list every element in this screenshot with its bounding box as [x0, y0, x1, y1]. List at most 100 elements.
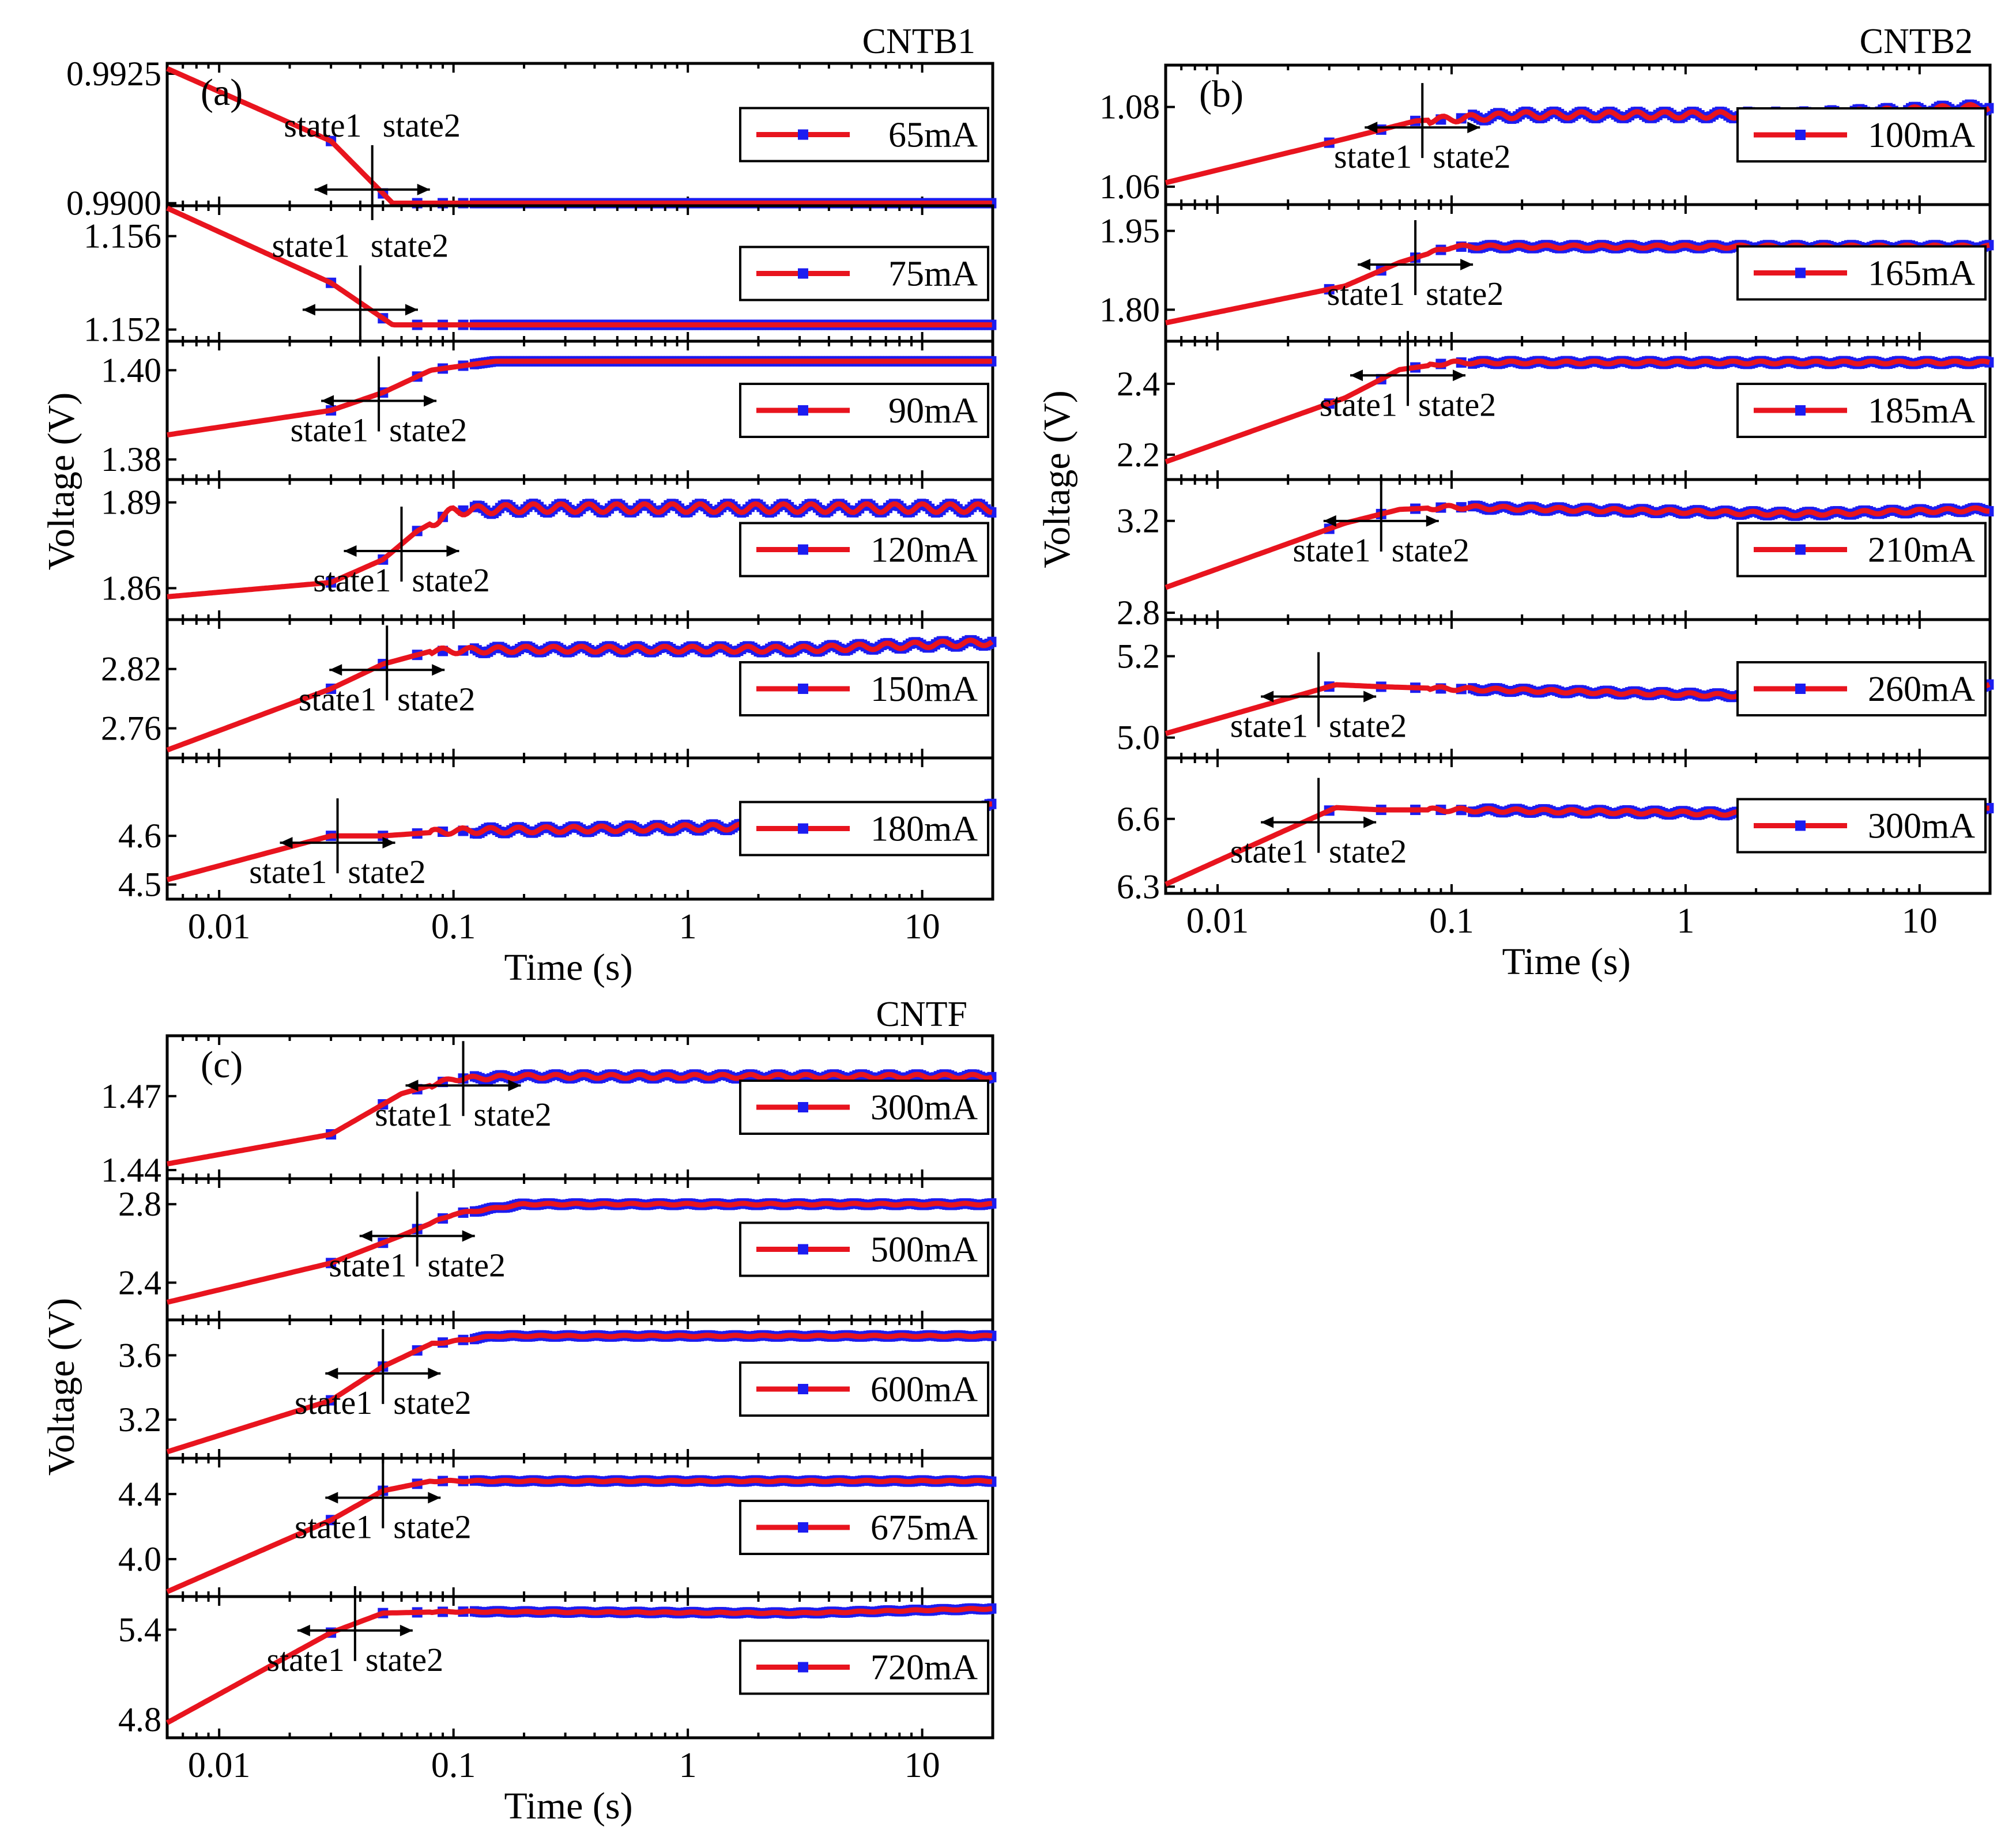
y-tick-label: 1.80 — [1099, 290, 1160, 329]
state2-label: state2 — [1392, 531, 1469, 569]
panel-cntb1: CNTB1 Voltage (V) Time (s) 0.01 0.1 1 10 0.9925… — [40, 22, 997, 988]
legend: 120mA — [739, 522, 989, 578]
state2-label: state2 — [383, 107, 461, 144]
state2-label: state2 — [389, 412, 467, 449]
legend-label: 185mA — [1868, 391, 1975, 431]
state-transition-marker: state1 state2 — [1230, 652, 1407, 745]
subplot-720mA: 5.4 4.8 state1 state2 720mA — [118, 1586, 997, 1740]
state1-label: state1 — [1230, 707, 1308, 745]
state1-label: state1 — [299, 680, 376, 718]
state1-label: state1 — [295, 1508, 372, 1545]
state-transition-marker: state1 state2 — [295, 1453, 472, 1545]
y-tick-label: 2.76 — [101, 710, 161, 748]
state2-label: state2 — [348, 853, 426, 891]
data-line — [1165, 242, 1990, 326]
legend: 75mA — [739, 246, 989, 301]
state1-label: state1 — [1320, 386, 1397, 423]
legend: 300mA — [739, 1080, 989, 1135]
legend-label: 100mA — [1868, 116, 1975, 155]
data-line — [166, 205, 992, 328]
legend-marker — [798, 1384, 808, 1394]
y-tick-label: 4.8 — [118, 1701, 161, 1739]
legend-label: 90mA — [888, 391, 978, 431]
state-transition-marker: state1 state2 — [313, 506, 490, 599]
y-tick-label: 0.9925 — [66, 55, 161, 93]
legend-marker — [1795, 130, 1806, 140]
y-tick-label: 6.3 — [1117, 867, 1160, 905]
legend-marker — [798, 544, 808, 555]
panel-label: (c) — [201, 1044, 243, 1086]
x-tick-label: 0.01 — [1186, 901, 1249, 941]
y-tick-label: 1.44 — [101, 1151, 161, 1189]
state-transition-marker: state1 state2 — [1230, 778, 1407, 870]
subplot-210mA: 3.2 2.8 state1 state2 210mA — [1117, 476, 1994, 632]
panel-label: (a) — [201, 71, 243, 114]
y-tick-label: 2.2 — [1117, 436, 1160, 474]
state-transition-marker: state1 state2 — [1320, 331, 1496, 423]
legend-label: 120mA — [871, 531, 978, 570]
subplot-165mA: 1.95 1.80 state1 state2 165mA — [1099, 203, 1994, 343]
legend-label: 675mA — [871, 1508, 978, 1548]
legend-marker — [1795, 544, 1806, 555]
data-line — [167, 501, 993, 599]
legend: 165mA — [1736, 245, 1987, 301]
data-line — [1165, 358, 1991, 465]
state-transition-marker: state1 state2 — [375, 1041, 552, 1133]
y-tick-label: 0.9900 — [66, 184, 161, 222]
y-tick-label: 1.40 — [101, 351, 161, 389]
x-tick-label: 0.1 — [1429, 901, 1474, 941]
x-tick-label: 1 — [679, 1746, 697, 1785]
subplot-185mA: 2.4 2.2 state1 state2 185mA — [1117, 331, 1994, 481]
y-tick-label: 3.6 — [118, 1336, 161, 1374]
subplot-500mA: 2.8 2.4 state1 state2 500mA — [118, 1177, 997, 1322]
legend: 185mA — [1736, 383, 1987, 438]
state1-label: state1 — [375, 1096, 453, 1133]
legend-label: 165mA — [1868, 254, 1975, 293]
state2-label: state2 — [428, 1246, 506, 1284]
legend-marker — [798, 684, 808, 694]
data-line — [166, 637, 994, 753]
x-axis-label: Time (s) — [504, 946, 632, 988]
y-tick-label: 4.5 — [118, 866, 161, 904]
state2-label: state2 — [393, 1384, 471, 1421]
subplot-frame — [165, 756, 994, 901]
y-tick-label: 1.152 — [84, 311, 161, 349]
legend: 65mA — [739, 107, 989, 163]
legend-label: 300mA — [1868, 807, 1975, 846]
legend-marker — [798, 1522, 808, 1533]
legend-marker — [1795, 267, 1806, 278]
legend-marker — [798, 1662, 808, 1673]
state-transition-marker: state1 state2 — [249, 798, 426, 891]
subplot-90mA: 1.40 1.38 state1 state2 90mA — [101, 339, 997, 481]
state1-label: state1 — [284, 107, 361, 144]
state2-label: state2 — [371, 227, 449, 264]
subplot-675mA: 4.4 4.0 state1 state2 675mA — [118, 1453, 997, 1598]
subplot-260mA: 5.2 5.0 state1 state2 260mA — [1117, 618, 1994, 760]
y-tick-label: 1.95 — [1099, 212, 1160, 250]
legend-marker — [1795, 684, 1806, 694]
x-tick-label: 0.1 — [431, 907, 476, 946]
panel-title: CNTB1 — [862, 22, 975, 61]
state2-label: state2 — [412, 561, 489, 599]
legend-marker — [798, 405, 808, 416]
legend-marker — [798, 1244, 808, 1255]
state1-label: state1 — [1292, 531, 1370, 569]
x-tick-label: 0.01 — [188, 907, 251, 946]
state1-label: state1 — [291, 412, 368, 449]
data-line — [167, 359, 992, 438]
state1-label: state1 — [329, 1246, 406, 1284]
legend-label: 500mA — [871, 1231, 978, 1270]
legend: 100mA — [1736, 107, 1987, 163]
state2-label: state2 — [393, 1508, 471, 1545]
y-axis-label: Voltage (V) — [40, 1298, 82, 1476]
x-tick-label: 0.1 — [431, 1746, 476, 1785]
legend: 210mA — [1736, 522, 1987, 578]
legend: 300mA — [1736, 798, 1987, 854]
state2-label: state2 — [1329, 833, 1407, 870]
panel-title: CNTF — [876, 995, 967, 1034]
legend-marker — [798, 129, 808, 140]
y-tick-label: 1.47 — [101, 1077, 161, 1115]
legend-label: 600mA — [871, 1370, 978, 1409]
